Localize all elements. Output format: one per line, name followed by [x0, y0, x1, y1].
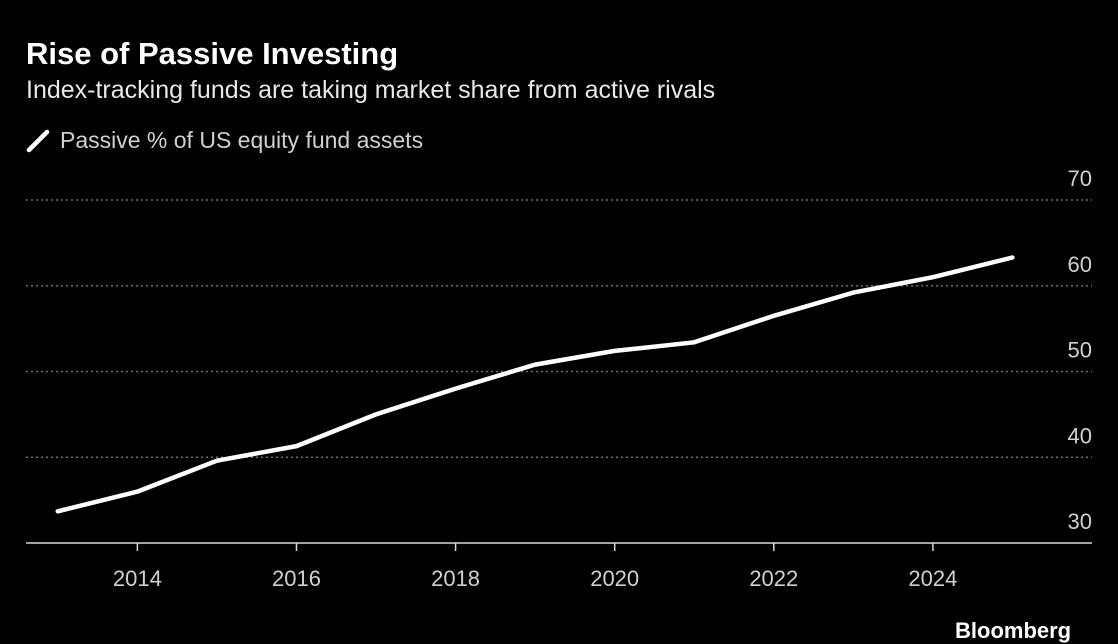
x-tick-label: 2018 — [431, 566, 480, 591]
series-line — [55, 255, 1015, 514]
source-label: Bloomberg — [955, 618, 1072, 643]
legend-label: Passive % of US equity fund assets — [60, 127, 424, 153]
x-tick-label: 2014 — [113, 566, 162, 591]
y-tick-label: 50 — [1068, 338, 1092, 363]
y-tick-label: 70 — [1068, 166, 1092, 191]
y-tick-label: 40 — [1068, 423, 1092, 448]
line-chart: 30 40 50 60 70 2014 2016 2018 2020 2022 2024 — [26, 166, 1092, 591]
x-tick-label: 2022 — [749, 566, 798, 591]
legend-line-swatch — [26, 129, 50, 152]
x-tick-label: 2020 — [590, 566, 639, 591]
x-tick-label: 2024 — [908, 566, 957, 591]
y-tick-label: 30 — [1068, 509, 1092, 534]
chart-title: Rise of Passive Investing — [26, 36, 399, 71]
x-tick-label: 2016 — [272, 566, 321, 591]
chart-subtitle: Index-tracking funds are taking market s… — [26, 76, 716, 104]
legend: Passive % of US equity fund assets — [26, 127, 423, 154]
y-tick-label: 60 — [1068, 252, 1092, 277]
